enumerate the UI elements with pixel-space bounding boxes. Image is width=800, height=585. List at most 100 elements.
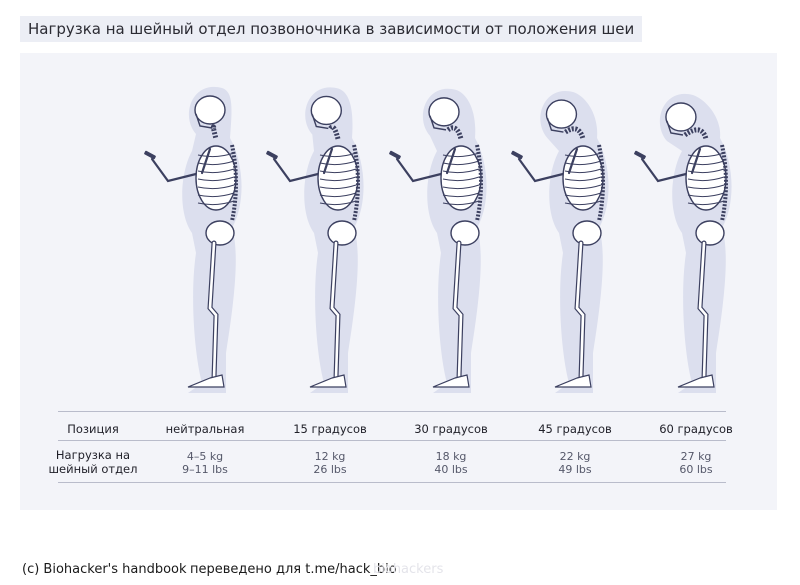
upper-arm xyxy=(445,147,457,175)
value-kg: 22 kg xyxy=(559,450,591,463)
forearm xyxy=(150,157,202,183)
rib xyxy=(197,152,235,158)
cervical-spine xyxy=(683,127,709,140)
col-header-neutral: нейтральная xyxy=(165,422,245,436)
page-title: Нагрузка на шейный отдел позвоночника в … xyxy=(20,16,643,42)
cervical-spine xyxy=(328,124,341,140)
foot xyxy=(309,374,347,388)
row-label-line2: шейный отдел xyxy=(48,462,138,476)
rib xyxy=(319,152,357,158)
phone-icon xyxy=(389,150,401,160)
phone-icon xyxy=(144,150,156,160)
cervical-spine xyxy=(564,126,586,140)
skeleton-figure xyxy=(389,88,487,393)
load-table: Позиция Нагрузка на шейный отдел нейтрал… xyxy=(20,53,777,510)
leg-bone-inner xyxy=(453,241,463,380)
cervical-spine xyxy=(446,125,464,140)
forearm xyxy=(640,157,692,183)
rib xyxy=(197,184,235,190)
spine xyxy=(352,144,360,222)
leg-bone-inner xyxy=(330,241,340,380)
value-lbs: 49 lbs xyxy=(558,463,592,476)
rib xyxy=(564,168,602,174)
value-kg: 4–5 kg xyxy=(186,450,224,463)
value-lbs: 60 lbs xyxy=(679,463,713,476)
table-mid-rule xyxy=(58,440,726,441)
spine xyxy=(475,144,483,222)
rib xyxy=(687,200,725,206)
skeleton-figure xyxy=(634,93,732,393)
jaw xyxy=(429,115,447,131)
rib xyxy=(319,168,357,174)
cervical-spine xyxy=(210,124,219,140)
skeleton-figure xyxy=(511,90,609,394)
skull xyxy=(545,99,578,129)
upper-arm xyxy=(322,147,334,175)
skeleton-figures xyxy=(144,86,732,394)
pelvis xyxy=(205,220,235,246)
pelvis xyxy=(327,220,357,246)
rib xyxy=(319,192,357,198)
rib xyxy=(687,176,725,182)
rib xyxy=(319,184,357,190)
value-lbs: 9–11 lbs xyxy=(182,463,228,476)
phone-icon xyxy=(511,150,523,160)
skull xyxy=(428,97,460,127)
rib xyxy=(197,168,235,174)
rib xyxy=(687,152,725,158)
rib xyxy=(319,200,357,206)
upper-arm xyxy=(200,147,212,175)
pelvis xyxy=(695,220,725,246)
rib xyxy=(197,192,235,198)
rib xyxy=(197,160,235,166)
spine xyxy=(720,144,728,222)
value-kg: 18 kg xyxy=(435,450,467,463)
jaw xyxy=(311,114,329,130)
rib xyxy=(564,160,602,166)
row-label-load: Нагрузка на шейный отдел xyxy=(38,448,148,476)
value-60: 27 kg 60 lbs xyxy=(679,450,712,476)
foot xyxy=(677,374,715,388)
forearm xyxy=(272,157,324,183)
foot xyxy=(187,374,225,388)
rib xyxy=(687,192,725,198)
value-kg: 27 kg xyxy=(680,450,712,463)
rib xyxy=(442,200,480,206)
rib xyxy=(442,184,480,190)
leg-bone-inner xyxy=(208,241,218,380)
value-kg: 12 kg xyxy=(314,450,346,463)
rib xyxy=(687,184,725,190)
rib xyxy=(319,176,357,182)
rib xyxy=(564,200,602,206)
phone-icon xyxy=(266,150,278,160)
rib xyxy=(564,176,602,182)
jaw xyxy=(546,117,564,133)
skull xyxy=(310,95,343,126)
value-lbs: 26 lbs xyxy=(313,463,347,476)
footer-credit: (c) Biohacker's handbook xyxy=(22,562,187,577)
rib xyxy=(319,160,357,166)
jaw xyxy=(666,120,684,136)
phone-icon xyxy=(634,150,646,160)
row-label-line1: Нагрузка на xyxy=(55,448,131,462)
skull xyxy=(665,102,697,132)
rib xyxy=(687,160,725,166)
spine xyxy=(230,144,238,222)
rib xyxy=(197,200,235,206)
rib xyxy=(442,176,480,182)
value-lbs: 40 lbs xyxy=(434,463,468,476)
rib xyxy=(564,152,602,158)
col-header-45: 45 градусов xyxy=(538,422,612,436)
col-header-30: 30 градусов xyxy=(414,422,488,436)
col-header-15: 15 градусов xyxy=(293,422,367,436)
foot xyxy=(432,374,470,388)
forearm xyxy=(517,157,569,183)
row-header-position: Позиция xyxy=(67,422,119,436)
table-bottom-rule xyxy=(58,482,726,483)
forearm xyxy=(395,157,447,183)
skeleton-figure xyxy=(144,86,242,393)
leg-bone-inner xyxy=(698,241,708,380)
rib xyxy=(564,192,602,198)
value-neutral: 4–5 kg 9–11 lbs xyxy=(182,450,228,476)
rib xyxy=(442,192,480,198)
